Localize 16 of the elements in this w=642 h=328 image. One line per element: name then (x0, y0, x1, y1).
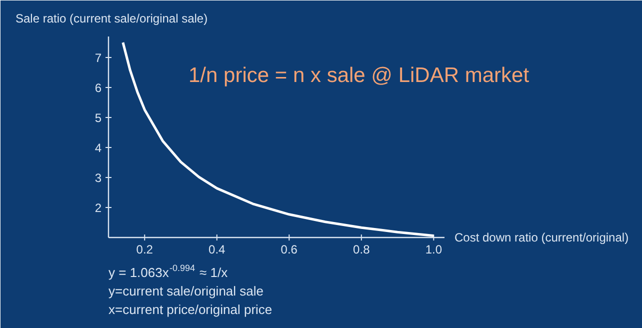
y-axis-title: Sale ratio (current sale/original sale) (16, 12, 208, 26)
x-tick-label: 0.2 (136, 242, 154, 256)
x-tick-label: 1.0 (425, 242, 442, 256)
y-tick-label: 6 (94, 81, 102, 95)
x-tick-label: 0.6 (280, 242, 298, 256)
y-tick-label: 2 (94, 201, 102, 215)
x-tick-label: 0.4 (208, 242, 226, 256)
y-tick-label: 5 (94, 111, 102, 125)
y-tick-label: 4 (94, 141, 102, 155)
text: y=current sale/original sale (108, 284, 264, 298)
y-tick-label: 7 (94, 51, 102, 65)
x-axis-title: Cost down ratio (current/original) (454, 230, 629, 244)
x-tick-label: 0.8 (353, 242, 370, 256)
text: 1/n price = n x sale @ LiDAR market (188, 64, 530, 87)
y-tick-label: 3 (94, 171, 102, 185)
text: x=current price/original price (108, 302, 272, 317)
